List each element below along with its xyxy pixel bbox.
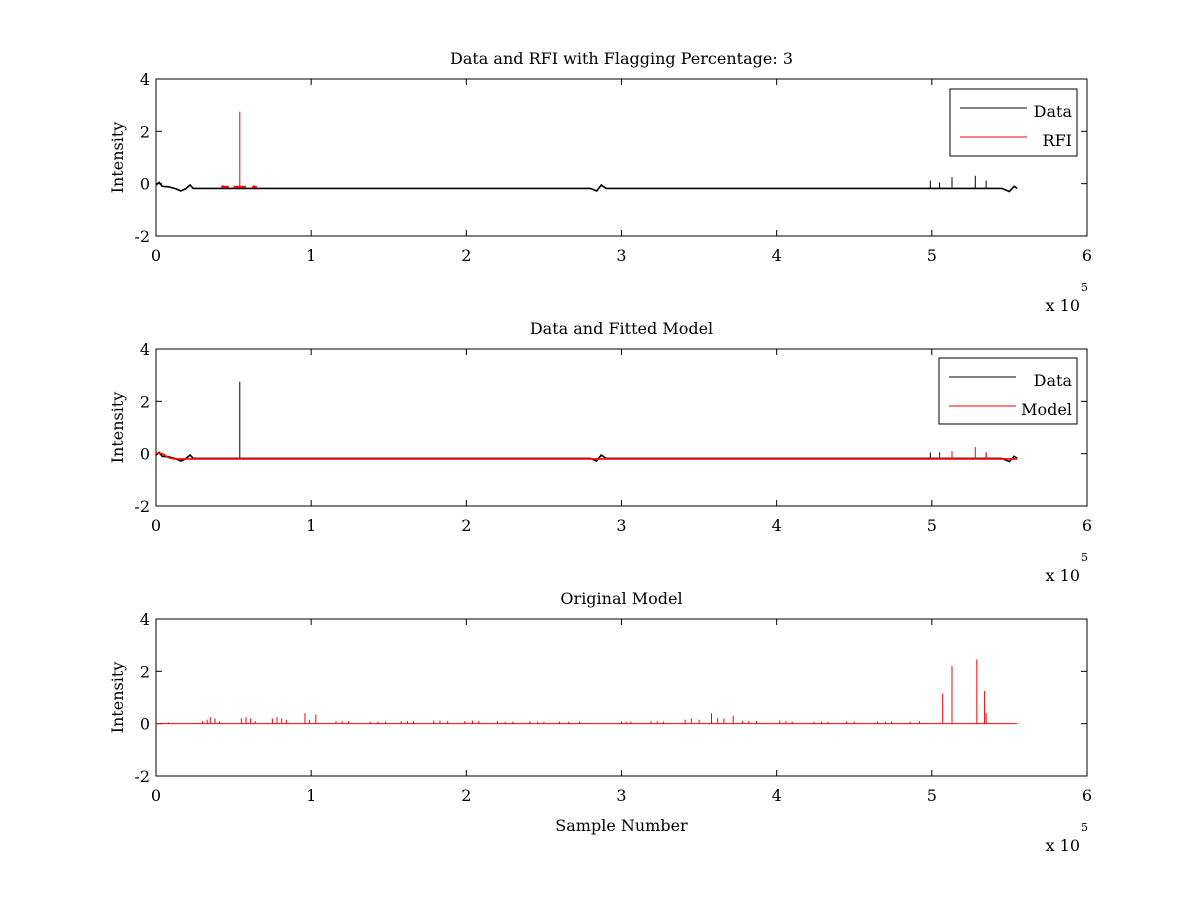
- axes-frame: [155, 78, 1088, 237]
- x-tick-label: 2: [461, 786, 471, 805]
- axes-frame: [155, 348, 1088, 507]
- x-tick-label: 0: [151, 246, 161, 265]
- x-tick-label: 4: [772, 516, 782, 535]
- legend: Data RFI: [949, 88, 1078, 157]
- y-tick-label: 0: [140, 715, 150, 734]
- legend-label: Data: [1034, 371, 1073, 390]
- x-axis-exponent: x 10: [1046, 296, 1080, 315]
- y-axis-label: Intensity: [108, 392, 127, 464]
- x-tick-label: 1: [306, 246, 316, 265]
- legend-label: RFI: [1043, 131, 1072, 150]
- series-model: [156, 659, 1018, 725]
- y-tick-label: 4: [140, 70, 150, 89]
- x-axis-label: Sample Number: [555, 816, 688, 835]
- x-tick-label: 2: [461, 246, 471, 265]
- x-tick-label: 5: [927, 246, 937, 265]
- x-tick-label: 5: [927, 516, 937, 535]
- axes-frame: [155, 618, 1088, 777]
- x-tick-label: 3: [616, 246, 626, 265]
- series-model: [155, 447, 1018, 460]
- legend-label: Data: [1034, 102, 1073, 121]
- y-axis-label: Intensity: [108, 122, 127, 194]
- y-tick-label: 2: [140, 392, 150, 411]
- y-tick-label: -2: [134, 767, 150, 786]
- series-line: [155, 452, 1018, 460]
- legend-label: Model: [1021, 400, 1072, 419]
- y-tick-label: 4: [140, 610, 150, 629]
- y-tick-label: -2: [134, 497, 150, 516]
- chart-title: Data and RFI with Flagging Percentage: 3: [450, 49, 793, 68]
- y-tick-label: 4: [140, 340, 150, 359]
- x-axis-exponent: x 10: [1046, 836, 1080, 855]
- x-tick-label: 1: [306, 786, 316, 805]
- x-tick-label: 3: [616, 516, 626, 535]
- x-axis-exponent-power: 5: [1081, 821, 1088, 834]
- chart-title: Original Model: [560, 589, 682, 608]
- x-tick-label: 0: [151, 516, 161, 535]
- y-tick-label: -2: [134, 227, 150, 246]
- x-axis-exponent-power: 5: [1081, 551, 1088, 564]
- x-tick-label: 1: [306, 516, 316, 535]
- chart-title: Data and Fitted Model: [530, 319, 713, 338]
- x-tick-label: 2: [461, 516, 471, 535]
- y-tick-label: 0: [140, 175, 150, 194]
- x-tick-label: 6: [1082, 246, 1092, 265]
- series-line: [155, 181, 1018, 193]
- x-tick-label: 4: [772, 786, 782, 805]
- y-axis-label: Intensity: [108, 662, 127, 734]
- series-data: [155, 175, 1018, 193]
- y-tick-label: 0: [140, 445, 150, 464]
- y-tick-label: 2: [140, 662, 150, 681]
- legend-box: [949, 88, 1078, 157]
- x-tick-label: 3: [616, 786, 626, 805]
- series-rfi: [221, 111, 257, 188]
- x-tick-label: 6: [1082, 516, 1092, 535]
- legend: Data Model: [938, 357, 1078, 425]
- x-tick-label: 6: [1082, 786, 1092, 805]
- x-tick-label: 4: [772, 246, 782, 265]
- x-axis-exponent-power: 5: [1081, 281, 1088, 294]
- legend-box: [938, 357, 1078, 425]
- x-tick-label: 0: [151, 786, 161, 805]
- x-tick-label: 5: [927, 786, 937, 805]
- y-tick-label: 2: [140, 122, 150, 141]
- x-axis-exponent: x 10: [1046, 566, 1080, 585]
